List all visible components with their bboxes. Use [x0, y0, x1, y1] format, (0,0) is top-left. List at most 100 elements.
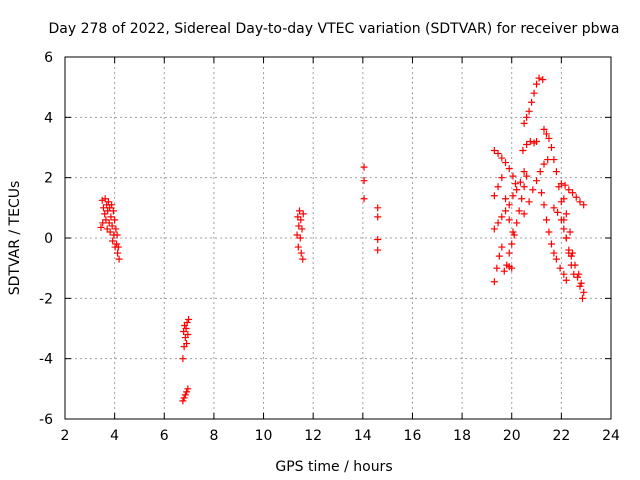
data-point	[114, 249, 122, 257]
x-tick-label: 8	[209, 428, 218, 444]
data-point	[296, 234, 304, 242]
data-point	[101, 195, 109, 203]
data-point	[505, 249, 513, 257]
data-point	[502, 195, 510, 203]
data-point	[109, 237, 117, 245]
data-point	[529, 186, 537, 194]
data-point	[552, 168, 560, 176]
data-point	[101, 210, 109, 218]
x-tick-label: 10	[255, 428, 273, 444]
data-point	[542, 130, 550, 138]
data-point	[554, 208, 562, 216]
y-tick-label: 6	[44, 50, 53, 66]
data-point	[580, 288, 588, 296]
data-point	[360, 163, 368, 171]
data-point	[525, 107, 533, 115]
data-point	[556, 264, 564, 272]
x-tick-label: 6	[160, 428, 169, 444]
data-point	[550, 204, 558, 212]
data-point	[185, 315, 193, 323]
data-point	[535, 74, 543, 82]
data-point	[98, 196, 106, 204]
data-point	[505, 201, 513, 209]
data-point	[520, 210, 528, 218]
chart-title: Day 278 of 2022, Sidereal Day-to-day VTE…	[48, 21, 619, 37]
data-point	[105, 219, 113, 227]
data-point	[299, 210, 307, 218]
data-point	[565, 246, 573, 254]
y-axis-label: SDTVAR / TECUs	[7, 181, 23, 296]
data-point	[571, 261, 579, 269]
data-point	[515, 207, 523, 215]
data-point	[520, 168, 528, 176]
data-point	[572, 193, 580, 201]
data-point	[509, 192, 517, 200]
plot-frame	[64, 56, 612, 420]
data-point	[183, 340, 191, 348]
data-point	[99, 219, 107, 227]
data-point	[99, 204, 107, 212]
data-point	[298, 225, 306, 233]
x-tick-label: 12	[304, 428, 322, 444]
data-point	[108, 201, 116, 209]
x-tick-label: 14	[354, 428, 372, 444]
data-point	[580, 201, 588, 209]
data-point	[494, 219, 502, 227]
data-point	[115, 255, 123, 263]
data-point	[184, 331, 192, 339]
data-point	[540, 125, 548, 133]
data-point	[530, 89, 538, 97]
data-point	[562, 210, 570, 218]
data-point	[525, 198, 533, 206]
data-point	[540, 201, 548, 209]
data-point	[526, 137, 534, 145]
data-point	[490, 225, 498, 233]
data-point	[495, 252, 503, 260]
data-point	[295, 222, 303, 230]
data-point	[566, 228, 574, 236]
data-point	[569, 189, 577, 197]
grid	[65, 57, 611, 419]
data-point	[544, 156, 552, 164]
data-point	[114, 243, 122, 251]
x-axis-label: GPS time / hours	[275, 459, 392, 475]
data-point	[502, 159, 510, 167]
data-point	[560, 270, 568, 278]
data-point	[533, 177, 541, 185]
data-point	[578, 294, 586, 302]
data-point	[184, 385, 192, 393]
data-point	[505, 165, 513, 173]
data-point	[511, 180, 519, 188]
data-point	[294, 213, 302, 221]
data-point	[498, 154, 506, 162]
data-point	[569, 249, 577, 257]
data-point	[106, 228, 114, 236]
data-point	[183, 388, 191, 396]
data-point	[374, 213, 382, 221]
x-tick-label: 24	[602, 428, 620, 444]
data-point	[493, 264, 501, 272]
data-point	[112, 225, 120, 233]
data-point	[107, 213, 115, 221]
data-point	[103, 225, 111, 233]
data-point	[523, 140, 531, 148]
data-point	[297, 216, 305, 224]
data-point	[557, 216, 565, 224]
data-point	[518, 195, 526, 203]
data-point	[181, 391, 189, 399]
data-point	[374, 246, 382, 254]
data-point	[490, 192, 498, 200]
x-tick-label: 18	[453, 428, 471, 444]
data-point	[502, 207, 510, 215]
data-point	[540, 160, 548, 168]
data-point	[513, 186, 521, 194]
data-point	[508, 264, 516, 272]
data-point	[547, 240, 555, 248]
data-point	[498, 213, 506, 221]
data-point	[550, 249, 558, 257]
data-point	[490, 278, 498, 286]
data-point	[545, 228, 553, 236]
data-point	[542, 216, 550, 224]
data-points	[97, 74, 588, 405]
